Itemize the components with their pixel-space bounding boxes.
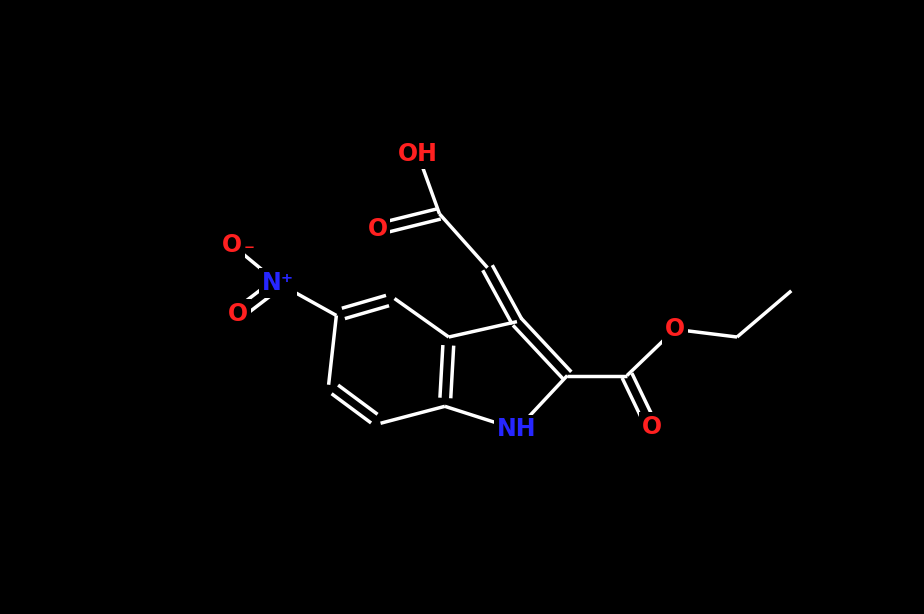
Text: O: O — [228, 302, 248, 326]
Text: N⁺: N⁺ — [262, 271, 295, 295]
Text: O: O — [665, 317, 685, 341]
Text: NH: NH — [497, 418, 537, 441]
Text: O: O — [642, 415, 662, 439]
Text: O: O — [222, 233, 242, 257]
Text: ⁻: ⁻ — [243, 243, 254, 262]
Text: O: O — [368, 217, 387, 241]
Text: OH: OH — [398, 142, 438, 166]
